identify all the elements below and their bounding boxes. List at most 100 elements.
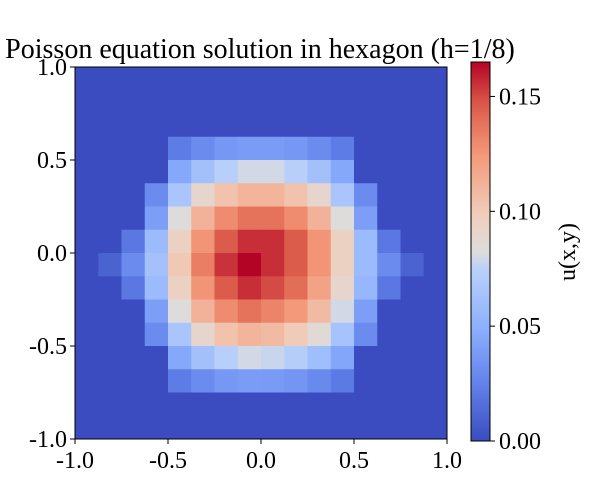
heatmap-cell <box>261 67 285 91</box>
heatmap-cell <box>377 415 401 440</box>
heatmap-cell <box>121 67 146 91</box>
heatmap-cell <box>284 322 308 347</box>
heatmap-cell <box>307 67 332 91</box>
heatmap-cell <box>214 276 239 300</box>
heatmap-cell <box>261 276 285 300</box>
x-tick-label: 0.0 <box>246 448 276 474</box>
heatmap-cell <box>237 253 262 277</box>
heatmap-cell <box>377 90 401 114</box>
heatmap-cell <box>168 253 192 277</box>
heatmap-cell <box>75 183 99 207</box>
heatmap-cell <box>168 206 192 231</box>
heatmap-cell <box>354 160 378 184</box>
heatmap-cell <box>191 229 215 254</box>
heatmap-cell <box>98 322 122 347</box>
y-tick-label: 0.5 <box>37 148 67 174</box>
heatmap-cell <box>75 160 99 184</box>
heatmap-cell <box>98 183 122 207</box>
heatmap-cell <box>330 276 355 300</box>
y-tick-label: -1.0 <box>29 427 67 453</box>
heatmap-cell <box>214 136 239 161</box>
heatmap-cell <box>261 183 285 207</box>
heatmap-cell <box>330 67 355 91</box>
heatmap-cell <box>237 136 262 161</box>
heatmap-cell <box>330 206 355 231</box>
heatmap-cell <box>144 299 169 324</box>
heatmap-cell <box>284 369 308 393</box>
heatmap-cell <box>423 369 448 393</box>
heatmap-cell <box>168 229 192 254</box>
heatmap-cell <box>261 113 285 138</box>
heatmap-cell <box>377 392 401 417</box>
heatmap-cell <box>168 113 192 138</box>
heatmap-cell <box>144 415 169 440</box>
heatmap-cell <box>423 392 448 417</box>
heatmap-cell <box>75 136 99 161</box>
heatmap-cell <box>214 206 239 231</box>
heatmap-cell <box>168 276 192 300</box>
heatmap-cell <box>144 160 169 184</box>
heatmap-cell <box>98 253 122 277</box>
heatmap-cell <box>237 276 262 300</box>
y-tick-label: 1.0 <box>37 55 67 81</box>
heatmap-cell <box>307 160 332 184</box>
x-tick-label: -0.5 <box>149 448 187 474</box>
y-axis-ticks: -1.0 -0.5 0.0 0.5 1.0 <box>29 55 75 453</box>
heatmap-cell <box>191 67 215 91</box>
heatmap-cell <box>330 369 355 393</box>
heatmap-cell <box>121 253 146 277</box>
heatmap-cell <box>121 113 146 138</box>
heatmap-cell <box>191 90 215 114</box>
heatmap-cell <box>214 90 239 114</box>
heatmap-cell <box>237 346 262 370</box>
heatmap-cell <box>98 369 122 393</box>
heatmap-cell <box>191 415 215 440</box>
heatmap-cell <box>377 346 401 370</box>
heatmap-cell <box>121 415 146 440</box>
heatmap-cell <box>75 276 99 300</box>
y-tick-label: 0.0 <box>37 241 67 267</box>
heatmap-cell <box>98 206 122 231</box>
heatmap-cell <box>423 160 448 184</box>
heatmap-cell <box>191 206 215 231</box>
heatmap-cell <box>121 160 146 184</box>
heatmap-cell <box>377 160 401 184</box>
heatmap-cell <box>423 346 448 370</box>
heatmap-cell <box>237 369 262 393</box>
heatmap-cell <box>307 253 332 277</box>
heatmap-cell <box>98 276 122 300</box>
heatmap-cell <box>237 322 262 347</box>
heatmap-cell <box>214 322 239 347</box>
heatmap-cell <box>98 299 122 324</box>
heatmap-cell <box>330 183 355 207</box>
heatmap-cell <box>121 369 146 393</box>
chart-title: Poisson equation solution in hexagon (h=… <box>5 34 515 65</box>
heatmap-cell <box>377 183 401 207</box>
heatmap-cell <box>75 90 99 114</box>
heatmap-cell <box>377 369 401 393</box>
heatmap-cell <box>98 160 122 184</box>
heatmap-cell <box>191 346 215 370</box>
heatmap-cell <box>354 253 378 277</box>
heatmap-cell <box>284 113 308 138</box>
heatmap-cell <box>377 322 401 347</box>
heatmap-cell <box>98 229 122 254</box>
heatmap-cell <box>191 299 215 324</box>
heatmap-cell <box>75 346 99 370</box>
heatmap-cell <box>330 90 355 114</box>
heatmap-cell <box>400 276 425 300</box>
heatmap-cell <box>261 160 285 184</box>
heatmap-cell <box>214 369 239 393</box>
heatmap-cell <box>423 136 448 161</box>
heatmap-cell <box>191 136 215 161</box>
heatmap-cell <box>330 346 355 370</box>
heatmap-cell <box>400 136 425 161</box>
heatmap-cell <box>261 346 285 370</box>
heatmap-cell <box>307 322 332 347</box>
heatmap-cell <box>75 253 99 277</box>
heatmap-cell <box>307 183 332 207</box>
heatmap-cell <box>377 299 401 324</box>
heatmap-cell <box>214 253 239 277</box>
heatmap-cell <box>98 113 122 138</box>
heatmap-cell <box>144 276 169 300</box>
